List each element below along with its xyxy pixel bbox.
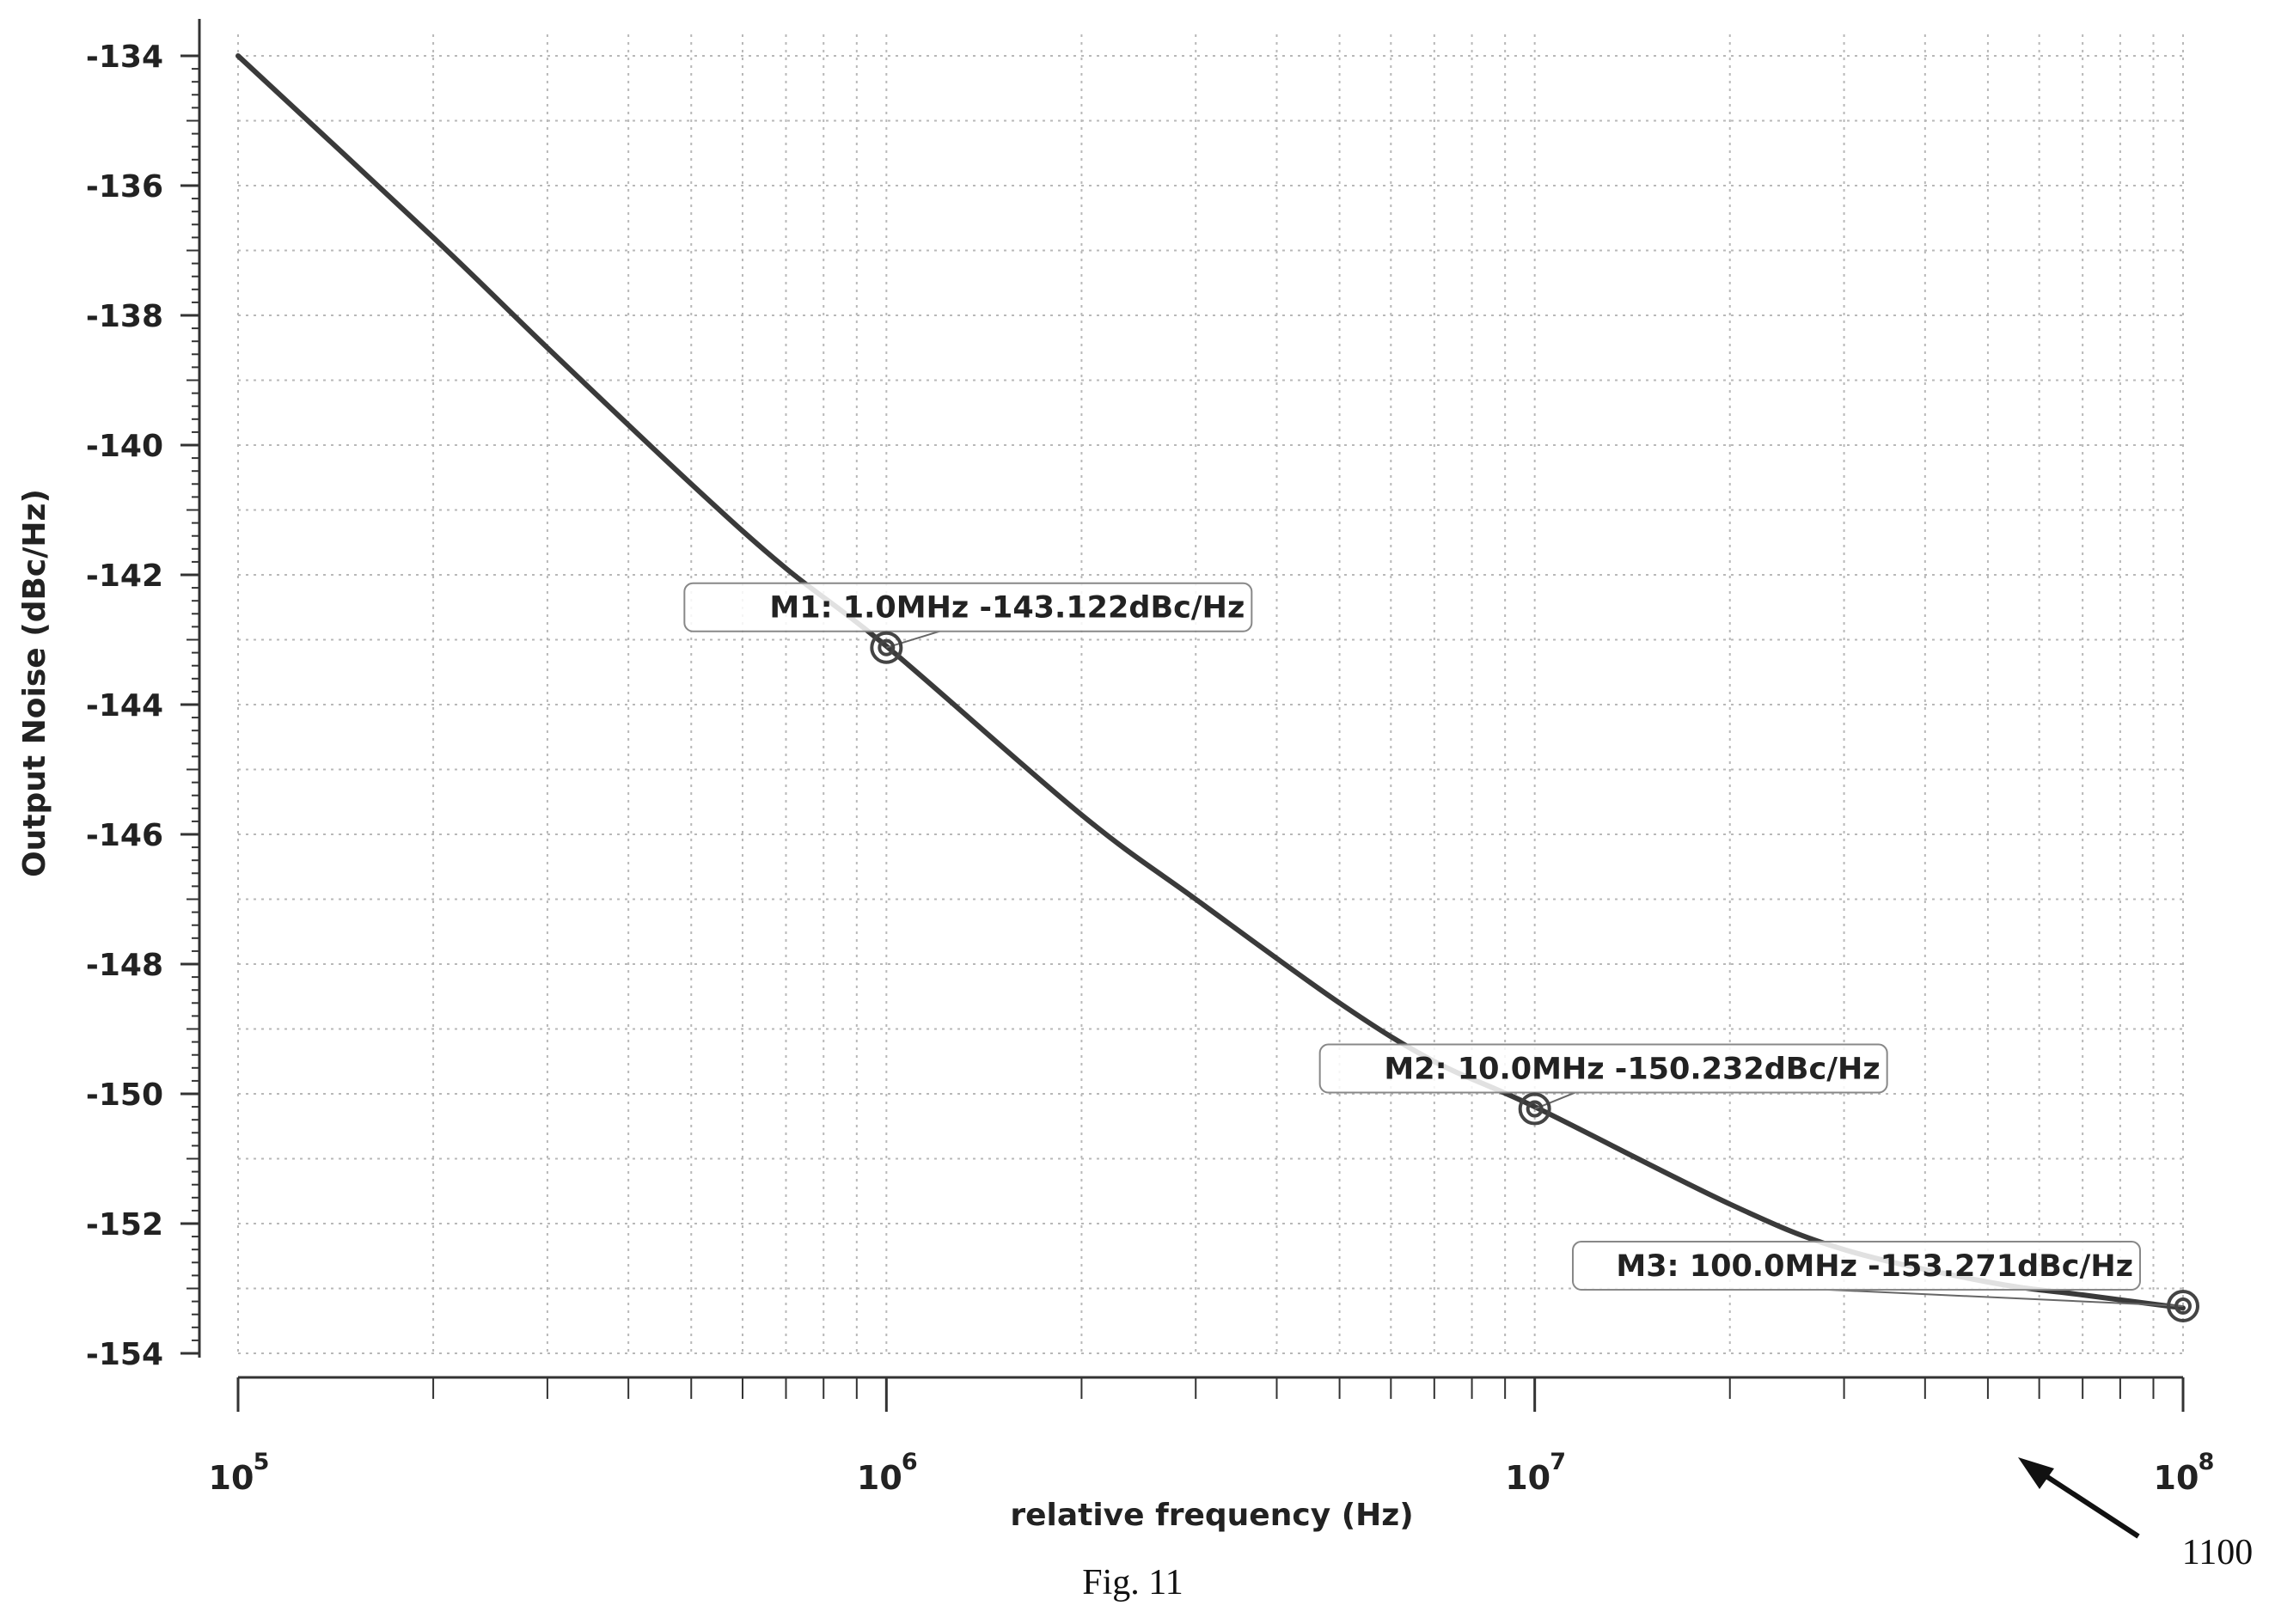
y-tick-label: -146 [86, 818, 163, 853]
grid [237, 34, 2184, 1354]
x-tick-exponent: 8 [2199, 1449, 2215, 1475]
y-tick-label: -148 [86, 948, 163, 983]
marker-ring-inner [2174, 1297, 2192, 1315]
y-tick-label: -152 [86, 1207, 163, 1242]
x-tick-exponent: 7 [1550, 1449, 1566, 1475]
y-tick-label: -136 [86, 169, 163, 205]
y-tick-label: -134 [86, 40, 163, 75]
y-tick-label: -140 [86, 429, 163, 464]
y-axis-title: Output Noise (dBc/Hz) [17, 489, 52, 877]
x-tick-label: 10 [1505, 1459, 1550, 1497]
x-tick-exponent: 6 [902, 1449, 918, 1475]
marker-2: M2: 10.0MHz -150.232dBc/Hz [1318, 1043, 1888, 1126]
marker-ring-outer [870, 631, 903, 664]
reference-numeral: 1100 [2182, 1533, 2253, 1572]
figure-caption: Fig. 11 [1082, 1563, 1183, 1603]
x-tick-label: 10 [857, 1459, 902, 1497]
reference-arrow [2018, 1457, 2140, 1539]
y-tick-label: -142 [86, 559, 163, 594]
marker-leader [886, 630, 940, 649]
x-axis-title: relative frequency (Hz) [1010, 1498, 1413, 1533]
marker-1: M1: 1.0MHz -143.122dBc/Hz [683, 582, 1253, 664]
x-tick-label: 10 [209, 1459, 254, 1497]
marker-leader [1827, 1288, 2184, 1307]
marker-ring-outer [2167, 1289, 2199, 1322]
y-tick-label: -144 [86, 688, 163, 723]
marker-ring-inner [878, 638, 896, 656]
y-tick-label: -150 [86, 1078, 163, 1113]
marker-label: M3: 100.0MHz -153.271dBc/Hz [1616, 1249, 2133, 1284]
y-tick-label: -154 [86, 1337, 163, 1372]
x-tick-exponent: 5 [254, 1449, 270, 1475]
marker-label-box [1318, 1043, 1888, 1094]
marker-label-box [1572, 1240, 2141, 1291]
marker-label-box [683, 582, 1253, 632]
y-tick-label: -138 [86, 299, 163, 334]
axes: -134 -136 -138 -140 -142 -144 -146 -148 -150 -152… [86, 19, 2214, 1497]
marker-label: M2: 10.0MHz -150.232dBc/Hz [1384, 1053, 1880, 1087]
series-layer [235, 53, 2186, 1311]
marker-3: M3: 100.0MHz -153.271dBc/Hz [1572, 1240, 2199, 1322]
marker-label: M1: 1.0MHz -143.122dBc/Hz [769, 591, 1245, 626]
markers-layer: M1: 1.0MHz -143.122dBc/Hz M2: 10.0MHz -15… [683, 582, 2199, 1322]
series-line [235, 53, 2186, 1311]
marker-ring-outer [1518, 1092, 1551, 1126]
marker-ring-inner [1526, 1100, 1544, 1118]
x-tick-label: 10 [2154, 1459, 2199, 1497]
